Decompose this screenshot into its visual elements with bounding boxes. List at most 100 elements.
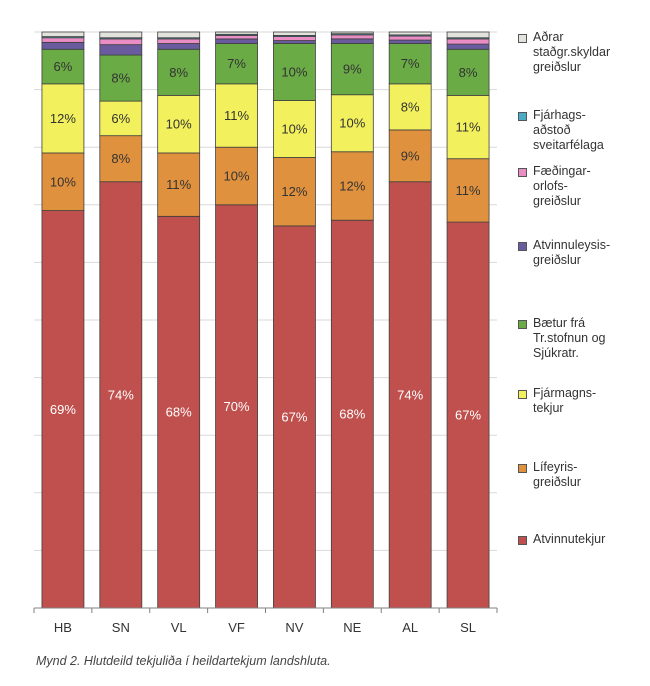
bar-segment bbox=[41, 37, 85, 43]
legend-swatch bbox=[518, 390, 527, 399]
bar-segment bbox=[215, 146, 258, 206]
bar-segment bbox=[273, 36, 316, 41]
bar-segment bbox=[157, 48, 201, 96]
data-label: 11% bbox=[224, 108, 249, 123]
bar-segment bbox=[273, 100, 316, 158]
data-label: 70% bbox=[224, 399, 250, 414]
data-label: 6% bbox=[54, 59, 73, 74]
data-label: 12% bbox=[281, 184, 307, 199]
bar-segment bbox=[330, 31, 374, 35]
legend-item: Fjármagns- tekjur bbox=[518, 386, 596, 416]
legend-item: Fjárhags- aðstoð sveitarfélaga bbox=[518, 108, 604, 153]
x-tick-label: NE bbox=[343, 620, 361, 635]
data-label: 8% bbox=[459, 65, 478, 80]
data-label: 67% bbox=[455, 408, 481, 423]
x-tick-label: VL bbox=[171, 620, 187, 635]
data-label: 11% bbox=[456, 120, 481, 135]
figure-caption: Mynd 2. Hlutdeild tekjuliða í heildartek… bbox=[36, 654, 331, 668]
bar-segment bbox=[215, 31, 258, 35]
legend-label: Bætur frá Tr.stofnun og Sjúkratr. bbox=[533, 316, 606, 360]
data-label: 11% bbox=[166, 177, 191, 192]
legend-item: Fæðingar- orlofs- greiðslur bbox=[518, 164, 591, 209]
bar-segment bbox=[99, 100, 143, 137]
legend-label: Atvinnutekjur bbox=[533, 532, 606, 546]
legend-swatch bbox=[518, 168, 527, 177]
x-tick-label: HB bbox=[54, 620, 72, 635]
bar-segment bbox=[215, 204, 258, 609]
data-label: 8% bbox=[111, 71, 130, 86]
bar-segment bbox=[99, 38, 143, 46]
bar-segment bbox=[446, 43, 490, 50]
data-label: 8% bbox=[169, 65, 188, 80]
x-tick-label: VF bbox=[228, 620, 245, 635]
bar-segment bbox=[99, 31, 143, 39]
legend-swatch bbox=[518, 536, 527, 545]
data-label: 74% bbox=[108, 387, 134, 402]
bar-segment bbox=[388, 35, 432, 41]
legend-label: Aðrar staðgr.skyldar greiðslur bbox=[533, 30, 611, 74]
bar-segment bbox=[157, 31, 201, 39]
x-tick-label: AL bbox=[402, 620, 418, 635]
bar-segment bbox=[215, 83, 258, 148]
data-label: 10% bbox=[339, 116, 365, 131]
data-label: 10% bbox=[224, 169, 250, 184]
data-label: 7% bbox=[401, 56, 420, 71]
legend-label: Fjármagns- tekjur bbox=[533, 386, 597, 415]
bar-segment bbox=[157, 38, 201, 44]
bar-segment bbox=[446, 31, 490, 39]
bar-segment bbox=[446, 158, 490, 223]
bar-segment bbox=[99, 44, 143, 56]
data-label: 9% bbox=[343, 62, 362, 77]
bar-segment bbox=[273, 31, 316, 36]
legend-label: Fæðingar- orlofs- greiðslur bbox=[533, 164, 591, 208]
data-label: 12% bbox=[339, 178, 365, 193]
legend-swatch bbox=[518, 464, 527, 473]
bar-segment bbox=[446, 48, 490, 96]
bar-segment bbox=[446, 38, 490, 45]
bar-segment bbox=[157, 152, 201, 217]
x-tick-label: SL bbox=[460, 620, 476, 635]
bar-segment bbox=[41, 31, 85, 38]
legend-item: Lífeyris- greiðslur bbox=[518, 460, 581, 490]
data-label: 68% bbox=[339, 407, 365, 422]
data-label: 10% bbox=[281, 121, 307, 136]
bar-segment bbox=[388, 31, 432, 36]
data-label: 6% bbox=[111, 111, 130, 126]
legend-item: Atvinnuleysis- greiðslur bbox=[518, 238, 610, 268]
bar-segment bbox=[388, 39, 432, 44]
legend-item: Bætur frá Tr.stofnun og Sjúkratr. bbox=[518, 316, 606, 361]
bar-segment bbox=[41, 41, 85, 50]
bars bbox=[41, 31, 490, 609]
bar-segment bbox=[41, 152, 85, 211]
axes: HB SN VL VF NV NE AL SL bbox=[33, 607, 498, 635]
bar-segment bbox=[99, 54, 143, 102]
bar-segment bbox=[157, 94, 201, 154]
data-label: 8% bbox=[401, 99, 420, 114]
data-label: 69% bbox=[50, 402, 76, 417]
bar-segment bbox=[388, 129, 432, 183]
legend-label: Fjárhags- aðstoð sveitarfélaga bbox=[533, 108, 604, 152]
bar-segment bbox=[446, 94, 490, 160]
bar-segment bbox=[330, 151, 374, 221]
data-label: 12% bbox=[50, 111, 76, 126]
bar-segment bbox=[330, 38, 374, 44]
legend-label: Atvinnuleysis- greiðslur bbox=[533, 238, 611, 267]
legend-label: Lífeyris- greiðslur bbox=[533, 460, 581, 489]
legend-swatch bbox=[518, 320, 527, 329]
bar-segment bbox=[388, 83, 432, 131]
bar-segment bbox=[215, 38, 258, 44]
x-tick-label: NV bbox=[285, 620, 303, 635]
bar-segment bbox=[215, 43, 258, 85]
data-label: 10% bbox=[166, 117, 192, 132]
data-label: 10% bbox=[281, 64, 307, 79]
bar-segment bbox=[41, 83, 85, 154]
legend-item: Aðrar staðgr.skyldar greiðslur bbox=[518, 30, 610, 75]
data-label: 11% bbox=[456, 183, 481, 198]
data-label: 10% bbox=[50, 174, 76, 189]
data-label: 7% bbox=[227, 56, 246, 71]
data-label: 67% bbox=[281, 409, 307, 424]
bar-segment bbox=[273, 157, 316, 227]
bar-segment bbox=[99, 135, 143, 183]
data-label: 68% bbox=[166, 405, 192, 420]
